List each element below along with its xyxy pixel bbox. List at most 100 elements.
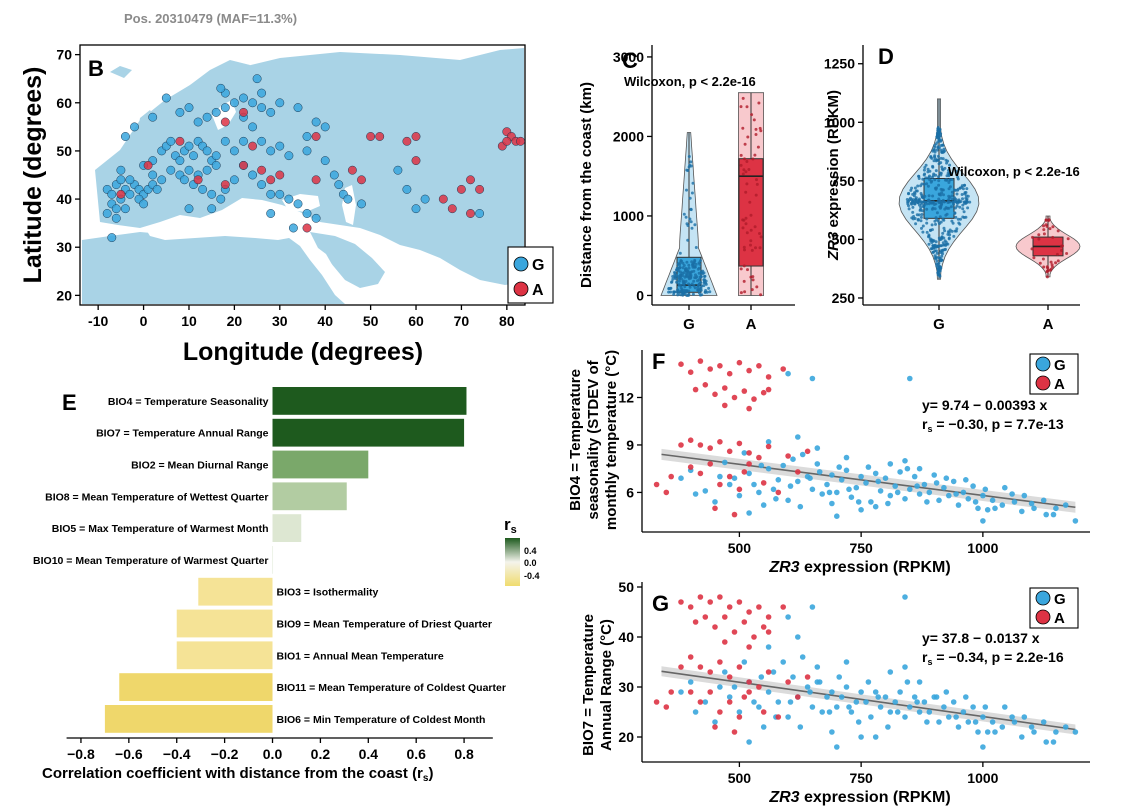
expr-jitter-point xyxy=(968,200,972,204)
expr-jitter-point xyxy=(925,207,929,211)
bio7-x-label: ZR3 expression (RPKM) xyxy=(768,789,950,806)
correlation-bar xyxy=(272,482,347,511)
expr-jitter-point xyxy=(929,180,933,184)
bio7-point-g xyxy=(882,694,889,700)
bio4-point-g xyxy=(914,483,920,489)
bio7-point-g xyxy=(887,709,894,715)
expr-jitter-point xyxy=(938,171,942,175)
bio4-point-g xyxy=(868,499,874,505)
expr-jitter-point xyxy=(962,200,966,204)
expr-jitter-point xyxy=(927,194,931,198)
coast-y-tick-label: 3000 xyxy=(613,49,644,65)
coast-jitter-point xyxy=(678,266,682,269)
bio4-point-a xyxy=(736,359,743,366)
coast-jitter-point xyxy=(744,190,748,194)
bio4-point-a xyxy=(756,363,762,369)
expr-jitter-point xyxy=(925,202,929,206)
map-point-g xyxy=(111,213,121,223)
bio4-point-g xyxy=(865,464,872,470)
coast-jitter-point xyxy=(686,169,690,172)
expr-jitter-point xyxy=(938,199,942,203)
expr-jitter-point xyxy=(924,163,928,167)
expr-jitter-point xyxy=(947,187,951,191)
bio7-point-g xyxy=(933,694,940,700)
expr-jitter-point xyxy=(935,148,939,152)
coast-jitter-point xyxy=(681,261,685,265)
map-point-g xyxy=(266,146,276,156)
bio7-point-a xyxy=(746,689,752,695)
bio4-point-g xyxy=(843,454,850,461)
coast-jitter-point xyxy=(751,275,755,279)
expr-jitter-point xyxy=(1048,227,1052,231)
expr-jitter-point xyxy=(907,204,910,208)
coast-jitter-point xyxy=(754,133,758,136)
coast-jitter-point xyxy=(683,275,687,279)
map-point-g xyxy=(107,233,117,243)
coast-y-tick-label: 2000 xyxy=(613,128,644,144)
bio7-point-a xyxy=(702,614,709,620)
coast-jitter-point xyxy=(746,268,749,272)
map-point-g xyxy=(216,194,226,204)
bio4-point-g xyxy=(907,486,913,493)
bio4-point-a xyxy=(678,361,684,368)
expr-jitter-point xyxy=(937,222,941,226)
bio4-point-g xyxy=(773,496,779,502)
coast-jitter-point xyxy=(745,160,749,163)
expr-jitter-point xyxy=(950,197,954,201)
bio7-point-g xyxy=(902,594,908,600)
bio7-point-g xyxy=(722,669,728,675)
bio7-point-g xyxy=(872,689,879,695)
expr-jitter-point xyxy=(910,186,914,190)
map-point-g xyxy=(220,103,230,113)
coast-jitter-point xyxy=(743,142,747,146)
coast-jitter-point xyxy=(707,286,711,290)
expr-jitter-point xyxy=(956,177,960,181)
map-point-g xyxy=(311,213,321,223)
bio7-point-a xyxy=(717,594,723,600)
map-point-a xyxy=(347,165,357,175)
map-point-g xyxy=(175,107,185,117)
bio7-point-a xyxy=(712,724,718,730)
correlation-x-tick-label: −0.2 xyxy=(211,746,239,762)
bio7-point-a xyxy=(687,604,694,610)
bio4-point-a xyxy=(760,389,767,396)
expr-jitter-point xyxy=(947,237,951,241)
expr-jitter-point xyxy=(923,200,927,204)
bio4-point-g xyxy=(887,461,894,467)
bio7-point-g xyxy=(965,719,972,725)
bio7-point-a xyxy=(756,684,762,690)
bio4-point-g xyxy=(1050,511,1057,518)
coast-jitter-point xyxy=(690,270,694,274)
expr-jitter-point xyxy=(934,240,938,244)
coast-jitter-point xyxy=(680,259,683,263)
bio4-legend-g-swatch xyxy=(1035,356,1051,372)
expr-jitter-point xyxy=(941,217,945,221)
expr-jitter-point xyxy=(1055,252,1059,256)
bio7-stat-rest: = −0.34, p = 2.2e-16 xyxy=(932,649,1063,665)
bio4-point-g xyxy=(765,465,772,472)
bio4-point-g xyxy=(965,496,972,502)
bio4-y-label-3: monthly temperature (°C) xyxy=(603,350,620,530)
bio4-stat-rest: = −0.30, p = 7.7e-13 xyxy=(932,416,1063,432)
correlation-bar xyxy=(119,673,273,701)
coast-jitter-point xyxy=(689,164,693,168)
bio4-point-g xyxy=(916,465,923,472)
expr-jitter-point xyxy=(1050,263,1054,267)
map-x-tick-label: 60 xyxy=(408,313,424,329)
bio7-point-g xyxy=(807,689,813,695)
bio4-point-a xyxy=(746,450,752,456)
map-point-a xyxy=(466,209,475,218)
bio7-point-g xyxy=(816,679,823,685)
bio7-point-a xyxy=(746,679,752,685)
expr-jitter-point xyxy=(960,193,964,196)
expr-jitter-point xyxy=(1047,219,1051,222)
bio4-point-g xyxy=(731,475,738,482)
bio7-point-g xyxy=(726,694,733,700)
bio4-point-g xyxy=(872,503,879,510)
coast-jitter-point xyxy=(753,225,757,229)
map-point-g xyxy=(148,170,158,180)
expr-jitter-point xyxy=(945,242,949,246)
bio7-point-g xyxy=(980,714,986,720)
bio4-x-label: ZR3 expression (RPKM) xyxy=(768,559,950,576)
coast-jitter-point xyxy=(755,178,758,182)
